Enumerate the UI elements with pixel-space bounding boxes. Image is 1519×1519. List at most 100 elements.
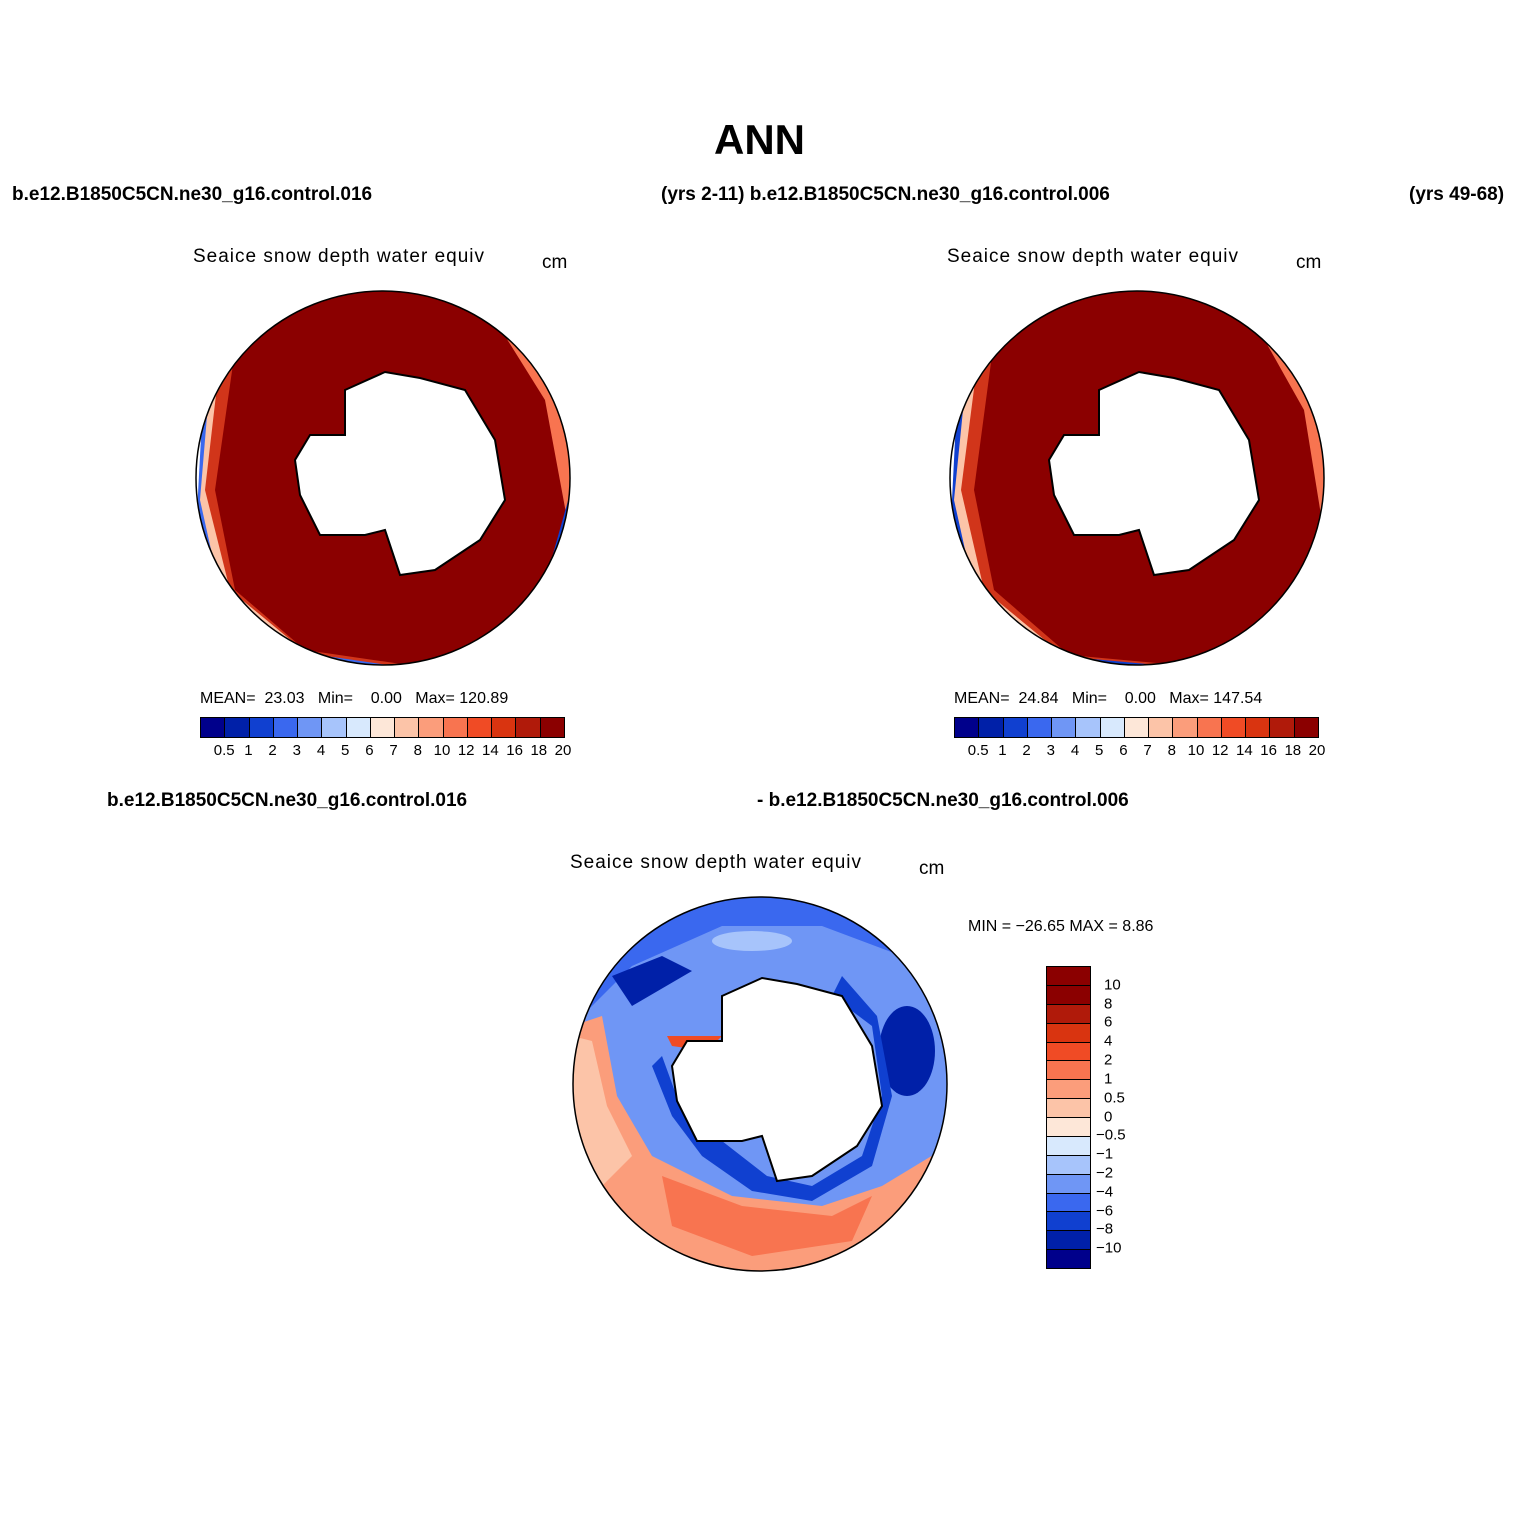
diff-colorbar-swatch xyxy=(1047,1061,1090,1081)
panel2-colorbar-tick-label: 14 xyxy=(1236,742,1253,759)
panel1-colorbar-tick-label: 10 xyxy=(433,742,451,759)
panel2-colorbar-tick-label: 5 xyxy=(1095,742,1104,759)
panel2-colorbar-labels: 0.5 1 2 3 4 5 6 7 8 10 12 14 16 18 20 xyxy=(954,742,1326,762)
panel2-colorbar-swatch xyxy=(1076,718,1101,737)
panel2-colorbar-tick-label: 4 xyxy=(1070,742,1080,759)
diff-colorbar-swatch xyxy=(1047,967,1090,986)
diff-colorbar-swatch xyxy=(1047,1118,1090,1137)
panel1-colorbar-labels: 0.5 1 2 3 4 5 6 7 8 10 12 14 16 18 20 xyxy=(200,742,572,762)
panel1-colorbar-tick-label: 8 xyxy=(413,742,422,759)
diff-colorbar-labels: 10 8 6 4 2 1 0.5 0 −0.5 −1 −2 −4 −6 −8 −10 xyxy=(1096,966,1156,1269)
panel1-field xyxy=(196,291,570,665)
diff-colorbar-tick-label: −0.5 xyxy=(1096,1126,1126,1144)
panel2-colorbar-swatch xyxy=(1100,718,1125,737)
diff-minmax: MIN = −26.65 MAX = 8.86 xyxy=(968,918,1154,935)
panel1-stats: MEAN= 23.03 Min= 0.00 Max= 120.89 xyxy=(200,690,509,707)
panel1-colorbar-swatch xyxy=(298,718,323,737)
diff-colorbar-swatch xyxy=(1047,1023,1090,1043)
panel2-colorbar-swatch xyxy=(1149,718,1174,737)
panel2-colorbar-tick-label: 16 xyxy=(1260,742,1277,759)
panel1-colorbar-swatch xyxy=(322,718,347,737)
panel2-colorbar-tick-label: 0.5 xyxy=(967,742,989,759)
panel1-colorbar-tick-label: 18 xyxy=(530,742,548,759)
panel1-colorbar-tick-label: 14 xyxy=(482,742,499,759)
panel1-colorbar-tick-label: 20 xyxy=(554,742,572,759)
diff-colorbar-swatch xyxy=(1047,1042,1090,1062)
panel2-colorbar-tick-label: 7 xyxy=(1143,742,1152,759)
diff-case-left: b.e12.B1850C5CN.ne30_g16.control.016 xyxy=(107,790,468,811)
diff-colorbar-tick-label: 0.5 xyxy=(1104,1089,1125,1107)
panel1-colorbar-swatch xyxy=(273,718,299,737)
diff-colorbar-swatch xyxy=(1047,1080,1090,1100)
panel1-colorbar-tick-label: 16 xyxy=(506,742,523,759)
panel1-colorbar-tick-label: 1 xyxy=(244,742,253,759)
panel2-colorbar-tick-label: 6 xyxy=(1119,742,1128,759)
diff-map xyxy=(572,896,948,1272)
panel1-title: Seaice snow depth water equiv xyxy=(193,246,485,267)
panel1-colorbar-swatch xyxy=(370,718,396,737)
case-name-1: b.e12.B1850C5CN.ne30_g16.control.016 xyxy=(12,184,373,205)
panel2-colorbar-tick-label: 8 xyxy=(1167,742,1176,759)
panel1-colorbar-tick-label: 0.5 xyxy=(213,742,235,759)
panel2-field xyxy=(950,291,1324,665)
panel2-colorbar-tick-label: 12 xyxy=(1211,742,1229,759)
panel1-colorbar-swatch xyxy=(467,718,493,737)
diff-colorbar-swatch xyxy=(1047,1212,1090,1232)
panel2-colorbar-swatch xyxy=(979,718,1004,737)
diff-colorbar-tick-label: −2 xyxy=(1096,1164,1114,1182)
panel2-colorbar-swatch xyxy=(1027,718,1053,737)
panel2-colorbar-swatch xyxy=(1270,718,1295,737)
panel1-colorbar xyxy=(200,717,565,738)
panel2-stats: MEAN= 24.84 Min= 0.00 Max= 147.54 xyxy=(954,690,1263,707)
diff-colorbar-swatch xyxy=(1047,1193,1090,1213)
panel1-map xyxy=(195,290,571,666)
panel2-colorbar-tick-label: 2 xyxy=(1022,742,1031,759)
diff-colorbar xyxy=(1046,966,1091,1269)
panel1-colorbar-swatch xyxy=(225,718,250,737)
panel2-title: Seaice snow depth water equiv xyxy=(947,246,1239,267)
panel1-colorbar-swatch xyxy=(492,718,517,737)
diff-colorbar-tick-label: −4 xyxy=(1096,1183,1114,1201)
diff-colorbar-swatch xyxy=(1047,1231,1090,1251)
diff-colorbar-tick-label: −1 xyxy=(1096,1145,1114,1163)
diff-colorbar-tick-label: 2 xyxy=(1104,1051,1113,1069)
panel2-map xyxy=(949,290,1325,666)
panel1-colorbar-swatch xyxy=(516,718,541,737)
diff-colorbar-swatch xyxy=(1047,1136,1090,1156)
diff-case-right: - b.e12.B1850C5CN.ne30_g16.control.006 xyxy=(757,790,1129,811)
panel2-colorbar-swatch xyxy=(1221,718,1247,737)
diff-colorbar-swatch xyxy=(1047,1155,1090,1175)
diff-colorbar-tick-label: −10 xyxy=(1096,1239,1122,1257)
panel2-colorbar-tick-label: 18 xyxy=(1284,742,1302,759)
diff-colorbar-tick-label: 8 xyxy=(1104,995,1113,1013)
case-years-2: (yrs 49-68) xyxy=(1409,184,1505,205)
diff-colorbar-swatch xyxy=(1047,1099,1090,1118)
panel1-colorbar-swatch xyxy=(249,718,274,737)
panel1-colorbar-swatch xyxy=(419,718,444,737)
diff-colorbar-tick-label: 0 xyxy=(1104,1108,1113,1125)
panel1-colorbar-swatch xyxy=(443,718,468,737)
panel1-colorbar-tick-label: 4 xyxy=(316,742,326,759)
panel1-colorbar-swatch xyxy=(201,718,226,737)
panel2-units: cm xyxy=(1296,252,1322,273)
panel2-colorbar-tick-label: 20 xyxy=(1308,742,1326,759)
diff-colorbar-tick-label: 1 xyxy=(1104,1070,1113,1088)
panel2-colorbar-tick-label: 1 xyxy=(998,742,1007,759)
diff-colorbar-tick-label: −6 xyxy=(1096,1202,1114,1220)
panel2-colorbar-swatch xyxy=(1197,718,1222,737)
panel1-colorbar-swatch xyxy=(346,718,371,737)
panel1-colorbar-swatch xyxy=(395,718,420,737)
diff-colorbar-tick-label: 4 xyxy=(1104,1032,1113,1050)
panel1-colorbar-swatch xyxy=(540,718,564,737)
case-name-2-with-years: (yrs 2-11) b.e12.B1850C5CN.ne30_g16.cont… xyxy=(661,184,1110,205)
panel2-colorbar-swatch xyxy=(1052,718,1077,737)
panel1-units: cm xyxy=(542,252,568,273)
panel2-colorbar-swatch xyxy=(1246,718,1271,737)
panel2-colorbar-swatch xyxy=(1003,718,1028,737)
panel1-colorbar-tick-label: 7 xyxy=(389,742,398,759)
panel2-colorbar-tick-label: 10 xyxy=(1187,742,1205,759)
figure-title: ANN xyxy=(714,116,805,163)
diff-title: Seaice snow depth water equiv xyxy=(570,852,862,873)
diff-colorbar-swatch xyxy=(1047,1004,1090,1024)
diff-colorbar-swatch xyxy=(1047,1250,1090,1268)
